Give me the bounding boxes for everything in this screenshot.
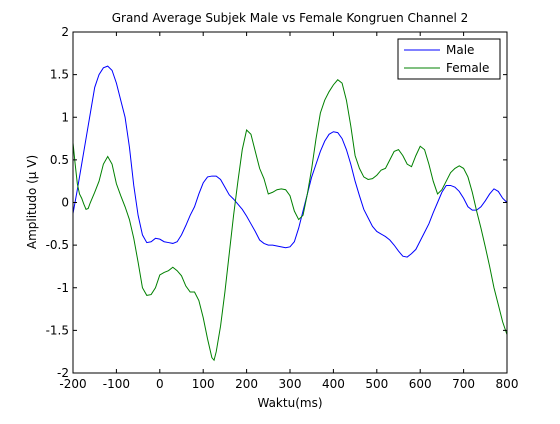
x-tick-label: 400 xyxy=(322,377,345,391)
axes: -200 -100 0 100 200 300 400 500 600 700 800 -2 -1.5 -… xyxy=(46,25,519,391)
legend-label-female: Female xyxy=(446,61,489,75)
x-tick-label: -200 xyxy=(59,377,86,391)
x-tick-label: 300 xyxy=(279,377,302,391)
plot-area xyxy=(73,65,507,362)
y-tick-label: 2 xyxy=(61,25,69,39)
y-tick-label: 1 xyxy=(61,110,69,124)
y-tick-label: -1.5 xyxy=(46,323,69,337)
y-axis-label: Amplitudo (µ V) xyxy=(25,155,39,249)
legend-label-male: Male xyxy=(446,43,474,57)
y-tick-label: -2 xyxy=(57,366,69,380)
x-tick-label: 0 xyxy=(156,377,164,391)
x-axis-label: Waktu(ms) xyxy=(257,396,322,410)
chart-title: Grand Average Subjek Male vs Female Kong… xyxy=(112,11,469,25)
plot-frame xyxy=(72,31,508,374)
y-tick-label: 1.5 xyxy=(50,68,69,82)
x-tick-label: 600 xyxy=(409,377,432,391)
y-tick-label: 0 xyxy=(61,196,69,210)
series-line-female xyxy=(73,79,507,362)
legend: Male Female xyxy=(397,38,501,80)
legend-box xyxy=(397,38,501,80)
x-tick-label: 100 xyxy=(192,377,215,391)
series-line-male xyxy=(73,65,507,258)
y-tick-label: -1 xyxy=(57,281,69,295)
x-tick-label: 800 xyxy=(496,377,519,391)
x-tick-label: 700 xyxy=(452,377,475,391)
x-tick-label: 200 xyxy=(235,377,258,391)
x-tick-label: 500 xyxy=(365,377,388,391)
y-tick-label: 0.5 xyxy=(50,153,69,167)
x-tick-label: -100 xyxy=(103,377,130,391)
y-tick-label: -0.5 xyxy=(46,238,69,252)
